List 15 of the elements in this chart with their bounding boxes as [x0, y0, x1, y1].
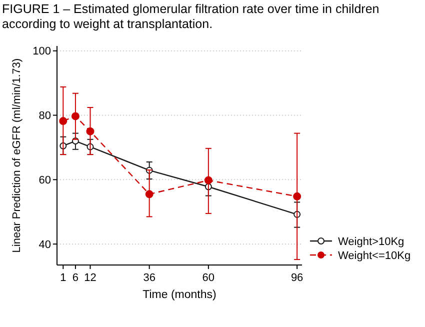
x-tick-label: 6	[72, 272, 79, 284]
x-tick-label: 60	[202, 272, 215, 284]
y-tick-label: 100	[32, 46, 51, 58]
y-tick-label: 40	[38, 238, 51, 251]
legend-label: Weight<=10Kg	[338, 250, 411, 262]
x-tick-label: 36	[143, 272, 156, 284]
chart-title: FIGURE 1 – Estimated glomerular filtration rate over time in children according to weight at transplantation.	[2, 2, 380, 31]
y-tick-label: 80	[38, 110, 51, 122]
y-axis-title: Linear Prediction of eGFR (ml/min/1.73)	[11, 58, 23, 253]
x-axis-title: Time (months)	[142, 289, 217, 301]
legend-label: Weight>10Kg	[338, 236, 404, 248]
y-tick-label: 60	[38, 174, 51, 187]
x-tick-label: 1	[60, 272, 66, 284]
x-tick-label: 12	[84, 272, 96, 284]
x-tick-label: 96	[290, 272, 304, 284]
